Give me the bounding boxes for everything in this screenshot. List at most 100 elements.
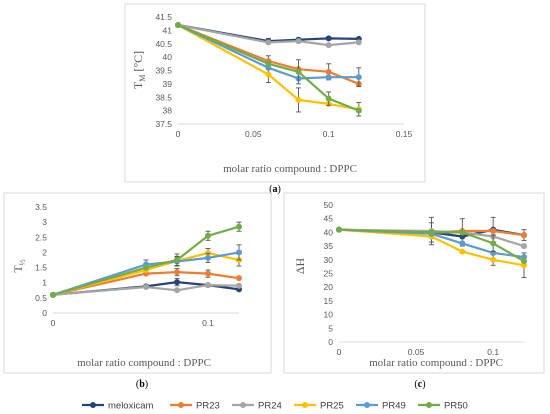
legend-marker: [364, 402, 370, 408]
data-point-pr23: [490, 228, 497, 235]
data-point-pr24: [174, 287, 180, 294]
data-point-pr50: [521, 258, 527, 265]
data-point-pr23: [521, 232, 527, 239]
legend-marker: [178, 402, 184, 408]
data-point-pr50: [295, 68, 302, 75]
y-tick-label: 40: [163, 52, 173, 62]
data-point-pr24: [325, 42, 332, 49]
data-point-pr24: [295, 38, 302, 45]
y-axis-label-b: T½: [11, 259, 27, 272]
data-point-pr23: [236, 275, 242, 282]
data-point-pr25: [295, 96, 302, 103]
y-tick-label: 1: [42, 278, 47, 288]
legend-item-pr49: PR49: [356, 401, 406, 412]
y-tick-label: 5: [328, 323, 333, 333]
y-tick-label: 50: [324, 200, 334, 210]
series-pr50: [50, 221, 242, 298]
chart-panel-c: 0 5 10 15 20 25 30 35 40 45 50 0 0.05 0.1 molar ratio…: [283, 192, 545, 390]
chart-panel-a: 37.5 38 38.5 39 39.5 40 40.5 41 41.5 0 0.05 0.1 0.15…: [124, 3, 426, 195]
y-tick-label: 2: [42, 247, 47, 257]
x-tick-label: 0.1: [487, 347, 499, 357]
data-point-pr50: [265, 60, 272, 67]
data-point-pr50: [205, 232, 211, 239]
data-point-pr49: [355, 74, 362, 81]
data-point-pr50: [174, 257, 180, 263]
y-axis-label-c: ΔH: [293, 257, 307, 274]
y-tick-label: 41: [163, 25, 173, 35]
legend-label: PR50: [444, 401, 468, 412]
data-point-pr24: [355, 39, 362, 46]
data-point-pr25: [265, 71, 272, 78]
x-tick-label: 0.1: [323, 129, 335, 139]
legend-item-pr25: PR25: [294, 401, 344, 412]
data-point-pr25: [521, 262, 527, 269]
y-axis-label-a: TM [°C]: [131, 51, 147, 89]
legend-item-pr24: PR24: [232, 401, 282, 412]
data-point-pr24: [521, 243, 527, 250]
y-tick-label: 38.5: [155, 92, 172, 102]
data-point-pr50: [175, 22, 181, 29]
y-tick-label: 30: [324, 255, 334, 265]
data-point-pr49: [205, 254, 211, 261]
data-point-pr49: [236, 249, 242, 256]
x-tick-label: 0: [337, 347, 342, 357]
legend-item-pr23: PR23: [170, 401, 220, 412]
legend-marker: [302, 402, 308, 408]
y-tick-label: 3.5: [35, 202, 47, 212]
data-point-pr23: [325, 68, 332, 75]
data-point-pr50: [236, 223, 242, 230]
x-tick-label: 0: [51, 318, 56, 328]
data-point-meloxicam: [174, 279, 180, 286]
data-point-pr24: [143, 283, 149, 290]
x-axis-label-c: molar ratio compound : DPPC: [369, 357, 503, 369]
legend-marker: [240, 402, 246, 408]
panel-label-a: (a): [269, 184, 281, 195]
y-tick-label: 25: [324, 269, 334, 279]
data-point-pr50: [336, 226, 342, 233]
series-pr50: [336, 226, 527, 265]
x-tick-label: 0.05: [245, 129, 262, 139]
chart-frame-c: [283, 192, 545, 374]
y-tick-label: 45: [324, 214, 334, 224]
data-point-pr50: [143, 264, 149, 271]
data-point-pr50: [428, 229, 435, 236]
chart-panel-b: 0 0.5 1 1.5 2 2.5 3 3.5 0 0.1 molar ratio compoun…: [3, 192, 272, 390]
data-point-meloxicam: [325, 35, 332, 42]
data-point-pr50: [355, 107, 362, 114]
y-tick-label: 15: [324, 296, 334, 306]
series-pr24: [175, 22, 362, 49]
data-point-pr23: [174, 269, 180, 276]
legend-label: meloxicam: [108, 401, 153, 412]
legend-label: PR24: [258, 401, 282, 412]
legend-marker: [90, 402, 96, 408]
y-tick-label: 40: [324, 227, 334, 237]
legend-label: PR49: [382, 401, 406, 412]
x-axis-label-a: molar ratio compound : DPPC: [223, 163, 357, 175]
x-axis-label-b: molar ratio compound : DPPC: [77, 357, 211, 369]
series-pr50: [175, 22, 362, 114]
legend-item-pr50: PR50: [418, 401, 468, 412]
legend-label: PR25: [320, 401, 344, 412]
x-tick-label: 0: [176, 129, 181, 139]
panel-label-c: (c): [414, 379, 425, 390]
data-point-pr50: [490, 240, 497, 247]
data-point-pr49: [459, 240, 466, 247]
y-tick-label: 0.5: [35, 293, 47, 303]
y-tick-label: 35: [324, 241, 334, 251]
x-tick-label: 0.15: [396, 129, 413, 139]
legend-label: PR23: [196, 401, 220, 412]
y-tick-label: 38: [163, 106, 173, 116]
y-tick-label: 10: [324, 310, 334, 320]
x-tick-label: 0.1: [202, 318, 214, 328]
data-point-pr24: [205, 282, 211, 289]
legend-item-meloxicam: meloxicam: [82, 401, 153, 412]
data-point-pr24: [236, 282, 242, 289]
data-point-pr24: [265, 39, 272, 46]
data-point-pr50: [50, 291, 56, 298]
data-point-pr49: [521, 254, 527, 261]
legend: meloxicam PR23 PR24 PR25 PR49 PR50: [82, 401, 468, 412]
legend-marker: [426, 402, 432, 408]
y-tick-label: 3: [42, 217, 47, 227]
y-tick-label: 0: [42, 308, 47, 318]
y-tick-label: 0: [328, 337, 333, 347]
